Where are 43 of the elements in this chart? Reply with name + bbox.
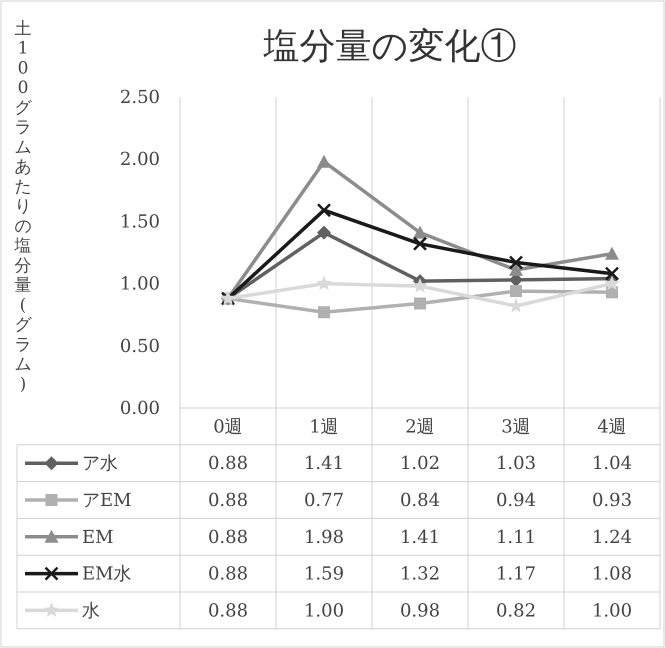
x-tick-label: 0週	[213, 416, 243, 438]
legend-label: EM	[82, 526, 114, 548]
data-label: 0.94	[496, 490, 536, 511]
data-label: 0.88	[208, 526, 248, 548]
y-tick-label: 2.50	[120, 87, 160, 108]
chart-title: 塩分量の変化①	[262, 26, 516, 67]
x-tick-label: 3週	[501, 416, 531, 438]
legend-label: アEM	[82, 490, 132, 511]
data-label: 1.04	[592, 453, 632, 474]
data-label: 0.88	[208, 564, 248, 585]
data-label: 1.24	[592, 526, 632, 548]
legend-label: EM水	[82, 564, 132, 585]
data-label: 1.41	[400, 526, 440, 548]
data-label: 0.84	[400, 490, 440, 511]
data-label: 0.93	[592, 490, 632, 511]
y-tick-label: 0.00	[120, 398, 160, 419]
data-label: 0.88	[208, 600, 248, 622]
data-label: 0.82	[496, 600, 536, 622]
data-label: 1.41	[304, 453, 344, 474]
data-label: 1.59	[304, 564, 344, 585]
text: 土100グラムあたりの塩分量(グラム)	[14, 19, 32, 394]
data-label: 1.11	[496, 526, 536, 548]
data-label: 1.00	[304, 600, 344, 622]
y-tick-label: 1.50	[120, 211, 160, 232]
data-label: 0.77	[304, 490, 344, 511]
y-tick-label: 1.00	[120, 274, 160, 295]
x-tick-label: 2週	[405, 416, 435, 438]
data-label: 1.08	[592, 564, 632, 585]
y-tick-label: 0.50	[120, 336, 160, 357]
x-tick-label: 4週	[597, 416, 627, 438]
legend-label: ア水	[82, 453, 118, 474]
data-label: 1.03	[496, 453, 536, 474]
data-label: 1.32	[400, 564, 440, 585]
data-label: 0.88	[208, 490, 248, 511]
data-label: 1.98	[304, 526, 344, 548]
data-label: 1.17	[496, 564, 536, 585]
data-label: 1.00	[592, 600, 632, 622]
x-tick-label: 1週	[309, 416, 339, 438]
data-label: 0.98	[400, 600, 440, 622]
data-label: 1.02	[400, 453, 440, 474]
data-label: 0.88	[208, 453, 248, 474]
legend-label: 水	[82, 600, 100, 622]
y-tick-label: 2.00	[120, 149, 160, 170]
